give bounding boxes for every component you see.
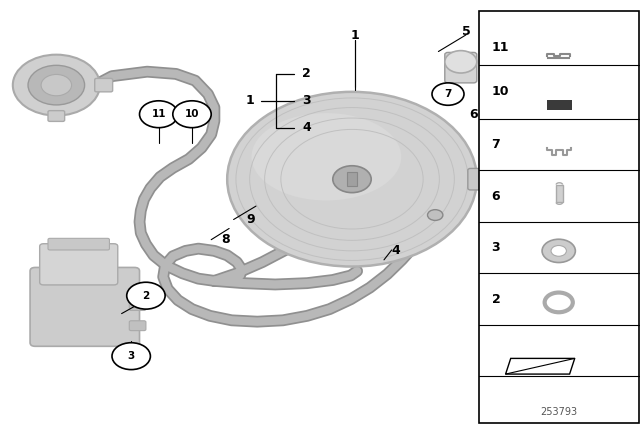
Text: 5: 5	[461, 25, 470, 38]
Text: 3: 3	[302, 94, 310, 108]
Text: 10: 10	[492, 85, 509, 99]
Circle shape	[432, 83, 464, 105]
Circle shape	[333, 166, 371, 193]
Circle shape	[140, 101, 178, 128]
Text: 6: 6	[469, 108, 478, 121]
Text: 9: 9	[246, 213, 255, 226]
Text: 7: 7	[444, 89, 452, 99]
Text: 4: 4	[302, 121, 311, 134]
Text: 11: 11	[152, 109, 166, 119]
Bar	[347, 172, 357, 186]
FancyBboxPatch shape	[30, 267, 140, 346]
Bar	[479, 11, 639, 423]
Text: 2: 2	[142, 291, 150, 301]
FancyBboxPatch shape	[95, 78, 113, 92]
FancyBboxPatch shape	[445, 52, 477, 83]
FancyBboxPatch shape	[48, 111, 65, 121]
Text: 2: 2	[302, 67, 311, 81]
Bar	[547, 100, 572, 110]
Circle shape	[13, 55, 100, 116]
Text: 7: 7	[492, 138, 500, 151]
Circle shape	[112, 343, 150, 370]
FancyBboxPatch shape	[468, 168, 489, 190]
Circle shape	[41, 74, 72, 96]
FancyBboxPatch shape	[40, 244, 118, 285]
Circle shape	[428, 210, 443, 220]
Circle shape	[542, 239, 575, 263]
Circle shape	[445, 51, 477, 73]
Circle shape	[551, 246, 566, 256]
Text: 10: 10	[185, 109, 199, 119]
Circle shape	[28, 65, 84, 105]
Circle shape	[173, 101, 211, 128]
Circle shape	[227, 92, 477, 267]
Text: 4: 4	[391, 244, 400, 258]
Text: 1: 1	[351, 29, 360, 43]
Text: 1: 1	[245, 94, 254, 108]
Text: 6: 6	[492, 190, 500, 203]
Circle shape	[127, 282, 165, 309]
Bar	[556, 185, 563, 202]
Text: 253793: 253793	[540, 407, 577, 417]
Polygon shape	[506, 358, 575, 374]
Text: 2: 2	[492, 293, 500, 306]
Text: 8: 8	[221, 233, 230, 246]
Text: 11: 11	[492, 40, 509, 54]
Circle shape	[545, 293, 573, 312]
FancyBboxPatch shape	[48, 238, 109, 250]
Text: 3: 3	[492, 241, 500, 254]
Text: 3: 3	[127, 351, 135, 361]
FancyBboxPatch shape	[129, 321, 146, 331]
FancyBboxPatch shape	[129, 301, 146, 310]
Ellipse shape	[252, 113, 401, 201]
